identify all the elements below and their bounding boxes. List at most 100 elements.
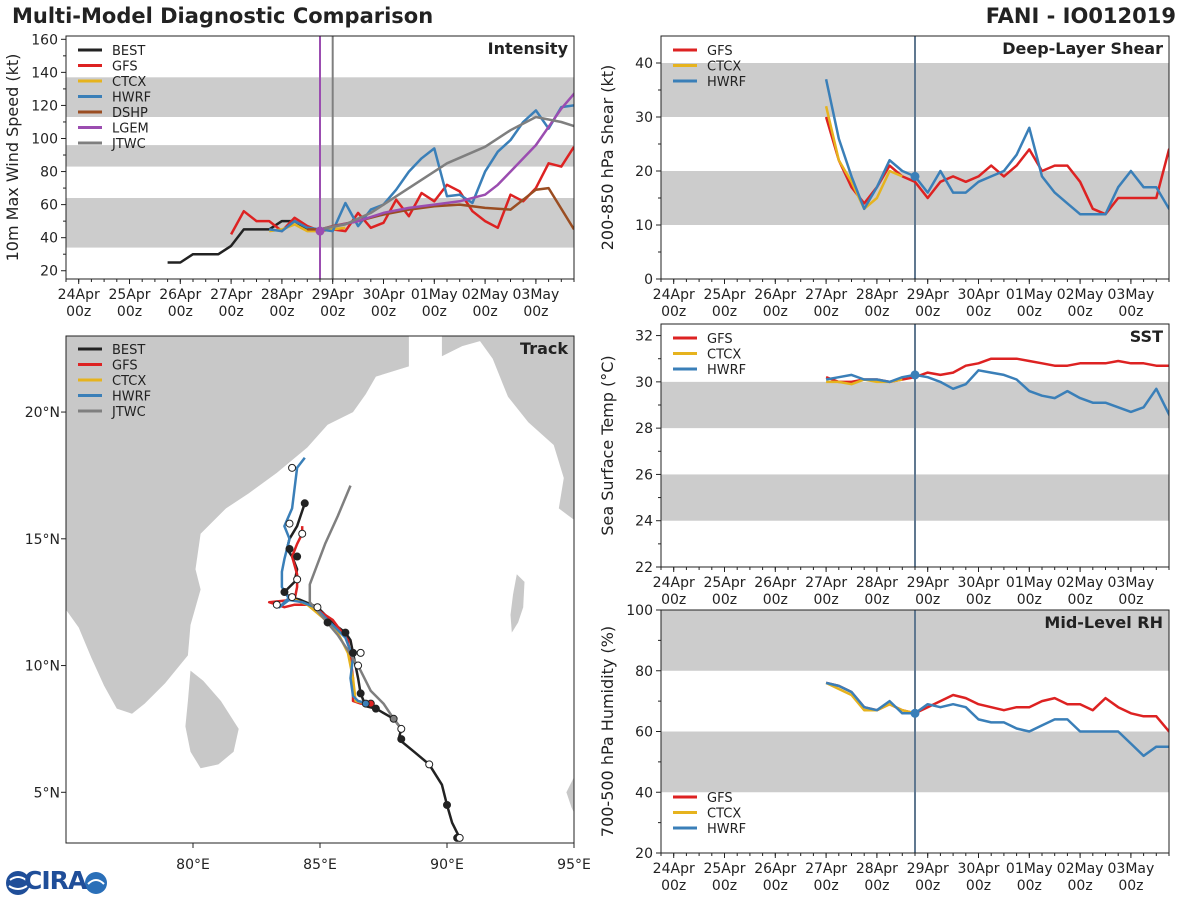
x-tick-label-date: 03May <box>1108 287 1155 303</box>
track-marker-best <box>397 724 406 733</box>
legend-label-gfs: GFS <box>707 332 733 347</box>
x-tick-label-date: 03May <box>513 287 560 303</box>
x-tick-label-date: 25Apr <box>108 287 150 303</box>
x-tick-label-hour: 00z <box>661 304 686 320</box>
lat-tick-label: 5°N <box>34 785 60 801</box>
x-tick-label-hour: 00z <box>219 304 244 320</box>
track-marker-best <box>272 600 281 609</box>
x-tick-label-hour: 00z <box>1118 878 1143 894</box>
x-tick-label-hour: 00z <box>814 304 839 320</box>
init-marker <box>910 370 920 380</box>
x-tick-label-hour: 00z <box>814 878 839 894</box>
cira-logo: CIRA <box>4 866 108 898</box>
x-tick-label-hour: 00z <box>1118 304 1143 320</box>
x-tick-label-date: 29Apr <box>907 575 949 591</box>
y-tick-label: 40 <box>635 56 653 72</box>
init-marker <box>910 708 920 718</box>
series-gfs <box>825 357 1169 384</box>
x-tick-label-hour: 00z <box>473 304 498 320</box>
x-tick-label-hour: 00z <box>966 878 991 894</box>
track-marker-best <box>288 463 297 472</box>
panel-title: Mid-Level RH <box>1044 613 1163 632</box>
x-tick-label-date: 27Apr <box>805 287 847 303</box>
lat-tick-label: 20°N <box>25 405 60 421</box>
y-tick-label: 20 <box>635 164 653 180</box>
y-tick-label: 20 <box>635 846 653 862</box>
track-marker-hwrf <box>361 699 370 708</box>
legend-label-gfs: GFS <box>112 359 138 374</box>
track-marker-jtwc <box>389 714 398 723</box>
y-tick-label: 10 <box>635 218 653 234</box>
y-axis-label: 10m Max Wind Speed (kt) <box>3 54 22 262</box>
x-tick-label-date: 02May <box>1057 287 1104 303</box>
x-tick-label-date: 03May <box>1108 575 1155 591</box>
x-tick-label-date: 24Apr <box>653 861 695 877</box>
panel-title: SST <box>1130 327 1163 346</box>
x-tick-label-date: 24Apr <box>653 575 695 591</box>
plot-area <box>661 610 1169 853</box>
y-tick-label: 60 <box>635 725 653 741</box>
y-tick-label: 80 <box>635 664 653 680</box>
y-tick-label: 40 <box>635 785 653 801</box>
legend-label-best: BEST <box>112 44 145 59</box>
x-tick-label-date: 25Apr <box>703 575 745 591</box>
x-tick-label-hour: 00z <box>523 304 548 320</box>
x-tick-label-date: 30Apr <box>362 287 404 303</box>
track-marker-best <box>443 800 451 809</box>
x-tick-label-hour: 00z <box>763 878 788 894</box>
y-tick-label: 30 <box>635 110 653 126</box>
x-tick-label-date: 01May <box>411 287 458 303</box>
track-marker-best <box>356 648 365 657</box>
track-marker-best <box>293 575 302 584</box>
x-tick-label-hour: 00z <box>763 304 788 320</box>
track-marker-best <box>280 588 289 597</box>
x-tick-label-hour: 00z <box>864 304 889 320</box>
y-tick-label: 26 <box>635 467 653 483</box>
y-axis-label: Sea Surface Temp (°C) <box>598 355 617 535</box>
x-tick-label-date: 03May <box>1108 861 1155 877</box>
track-best <box>283 502 461 839</box>
x-tick-label-date: 24Apr <box>58 287 100 303</box>
x-tick-label-hour: 00z <box>712 592 737 608</box>
x-tick-label-date: 01May <box>1006 861 1053 877</box>
x-tick-label-hour: 00z <box>661 878 686 894</box>
y-tick-label: 0 <box>644 272 653 288</box>
track-marker-best <box>455 833 464 842</box>
x-tick-label-date: 28Apr <box>261 287 303 303</box>
track-marker-best <box>349 648 358 657</box>
y-tick-label: 32 <box>635 329 653 345</box>
track-marker-best <box>371 704 380 713</box>
init-marker <box>910 171 920 181</box>
landmass-sri-lanka <box>185 670 239 769</box>
track-marker-best <box>288 593 297 602</box>
x-tick-label-hour: 00z <box>864 592 889 608</box>
y-tick-label: 40 <box>40 231 58 247</box>
x-tick-label-date: 29Apr <box>907 861 949 877</box>
x-tick-label-hour: 00z <box>1017 304 1042 320</box>
x-tick-label-date: 26Apr <box>159 287 201 303</box>
y-tick-label: 22 <box>635 560 653 576</box>
plot-area <box>661 324 1169 567</box>
lon-tick-label: 90°E <box>430 857 464 873</box>
panel-title: Track <box>520 339 568 358</box>
series-hwrf <box>825 369 1169 418</box>
track-marker-best <box>285 544 294 553</box>
chart-shear: 01020304024Apr00z25Apr00z26Apr00z27Apr00… <box>598 35 1170 320</box>
x-tick-label-hour: 00z <box>1118 592 1143 608</box>
storm-id: FANI - IO012019 <box>985 4 1176 28</box>
y-tick-label: 28 <box>635 421 653 437</box>
track-marker-best <box>298 529 307 538</box>
x-tick-label-date: 29Apr <box>312 287 354 303</box>
y-tick-label: 160 <box>31 32 58 48</box>
chart-track: 80°E 85°E 90°E 95°E 5°N 10°N 15°N 20°N Track BEST… <box>25 335 591 873</box>
x-tick-label-hour: 00z <box>915 592 940 608</box>
x-tick-label-date: 30Apr <box>957 287 999 303</box>
y-tick-label: 80 <box>40 165 58 181</box>
chart-sst: 22242628303224Apr00z25Apr00z26Apr00z27Ap… <box>598 323 1170 608</box>
x-tick-label-hour: 00z <box>712 878 737 894</box>
panel-title: Deep-Layer Shear <box>1002 39 1163 58</box>
track-marker-best <box>341 628 350 637</box>
legend-label-hwrf: HWRF <box>112 91 151 106</box>
legend-label-jtwc: JTWC <box>111 137 146 152</box>
